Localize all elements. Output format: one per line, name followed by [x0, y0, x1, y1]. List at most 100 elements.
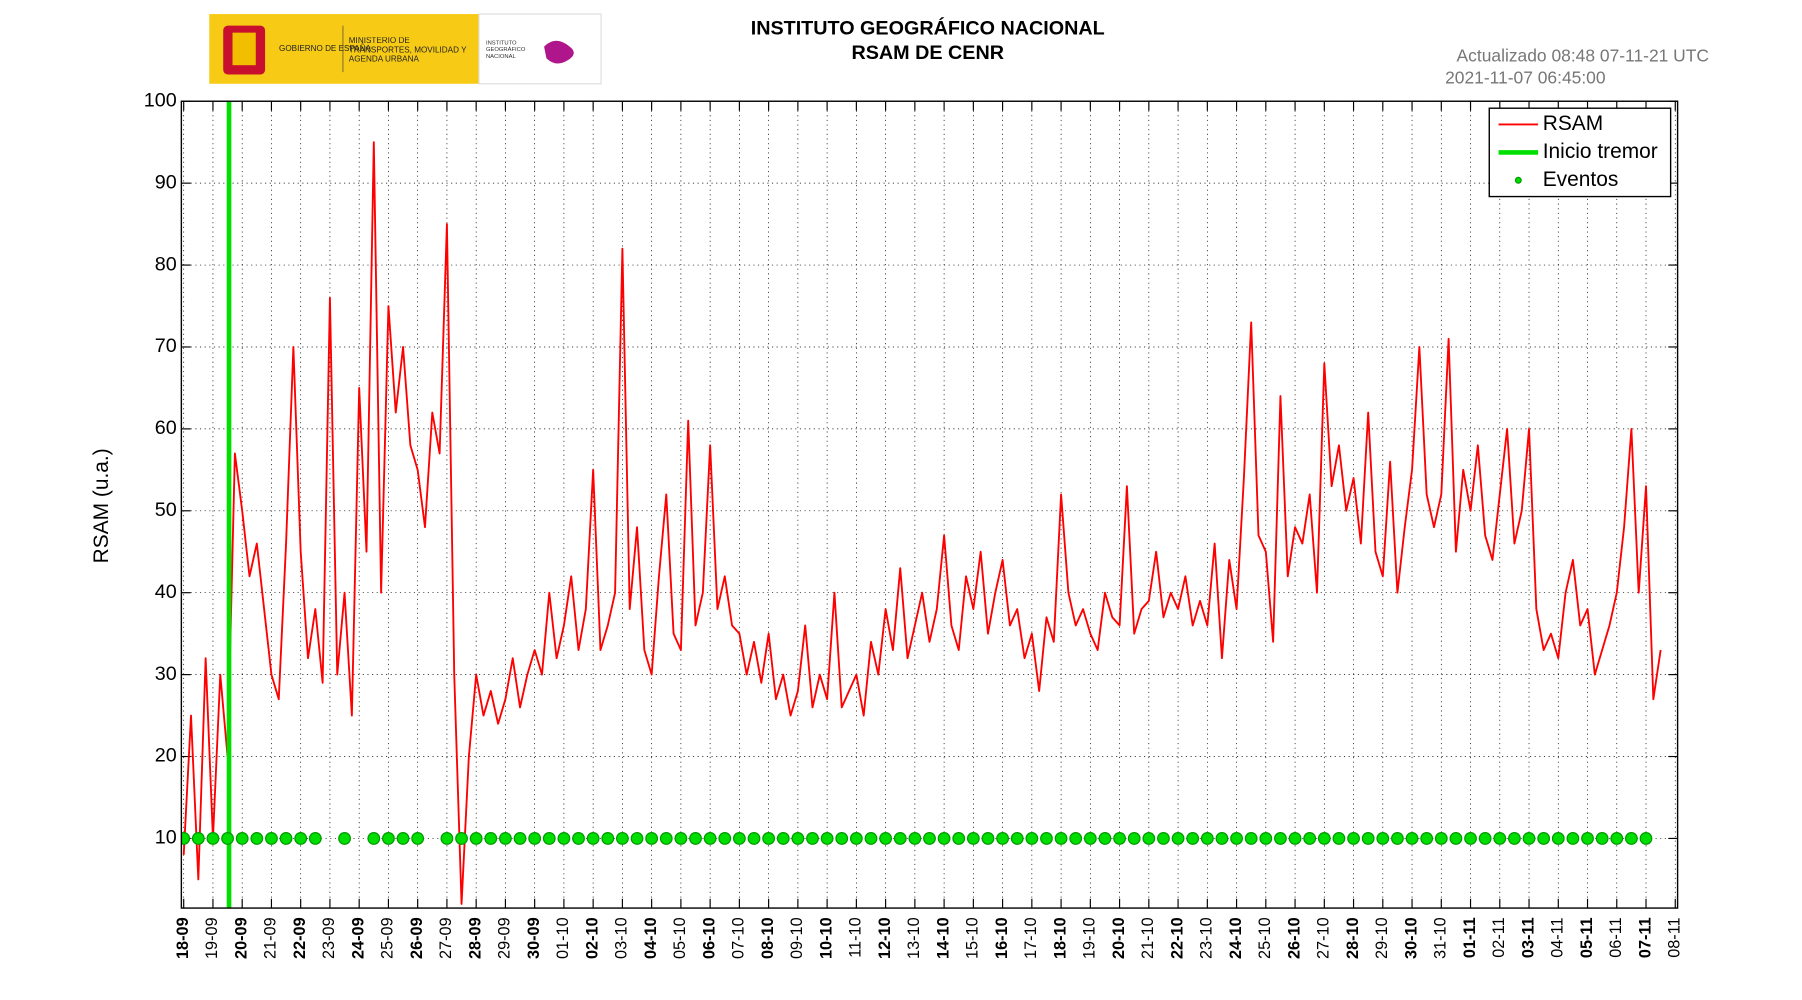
event-dot	[659, 832, 673, 845]
event-dot	[206, 832, 220, 845]
legend-swatch	[1514, 176, 1522, 184]
event-dot	[732, 832, 746, 845]
event-dot	[586, 832, 600, 845]
x-tick-label: 07-10	[730, 917, 748, 959]
event-dot	[1186, 832, 1200, 845]
x-tick-label: 01-11	[1461, 917, 1479, 958]
x-tick-label: 28-10	[1344, 917, 1362, 959]
x-tick-label: 20-09	[232, 917, 250, 959]
event-dot	[879, 832, 893, 845]
event-dot	[1040, 832, 1053, 845]
event-dot	[1200, 832, 1214, 845]
logo-shield	[232, 32, 256, 66]
event-dot	[791, 832, 805, 845]
event-dot	[1610, 832, 1624, 845]
event-dot	[1230, 832, 1243, 845]
y-tick-label: 20	[155, 745, 177, 767]
event-dot	[513, 832, 527, 845]
event-dot	[1639, 832, 1653, 845]
logo-icon	[544, 40, 574, 64]
x-tick-label: 17-10	[1022, 917, 1040, 959]
x-tick-label: 08-10	[759, 917, 777, 959]
event-dot	[1274, 832, 1287, 845]
plot-frame	[180, 100, 1679, 909]
event-dot	[250, 832, 264, 845]
x-tick-label: 03-10	[613, 917, 631, 959]
event-dot	[294, 832, 308, 845]
x-tick-label: 24-10	[1227, 917, 1245, 959]
x-tick-label: 02-11	[1490, 917, 1508, 957]
event-dot	[1361, 832, 1375, 845]
event-dot	[908, 832, 922, 845]
event-dot	[1508, 832, 1521, 845]
event-dot	[557, 832, 571, 845]
chart-title: INSTITUTO GEOGRÁFICO NACIONAL	[751, 16, 1105, 39]
legend: RSAM Inicio tremor Eventos	[1488, 107, 1672, 198]
x-tick-label: 06-10	[700, 917, 718, 959]
x-tick-label: 22-10	[1168, 917, 1186, 959]
x-tick-label: 27-09	[437, 917, 455, 959]
logo-text: GOBIERNO DE ESPAÑA	[279, 43, 372, 53]
event-dot	[1493, 832, 1507, 845]
event-dot	[1434, 832, 1448, 845]
event-dot	[1098, 832, 1112, 845]
x-tick-label: 19-09	[203, 917, 221, 959]
x-tick-label: 05-11	[1578, 917, 1596, 958]
event-dot	[1405, 832, 1419, 845]
tick-labels: 10 20 30 40 50 60 70 80 90 100 18-09 19-09 20-09 21-0…	[144, 89, 1684, 959]
event-dot	[367, 832, 381, 845]
event-dot	[338, 832, 351, 845]
updated-text: Actualizado 08:48 07-11-21 UTC	[1457, 46, 1709, 66]
event-dot	[1142, 832, 1156, 845]
event-dot	[1025, 832, 1039, 845]
y-tick-label: 10	[155, 827, 177, 849]
event-dot	[1551, 832, 1565, 845]
legend-label: Inicio tremor	[1543, 140, 1658, 163]
event-dot	[1347, 832, 1360, 845]
event-dot	[835, 832, 849, 845]
y-tick-label: 30	[155, 663, 177, 685]
y-tick-label: 40	[155, 581, 177, 603]
event-dot	[279, 832, 293, 845]
event-dot	[1595, 832, 1609, 845]
x-tick-label: 18-09	[174, 917, 192, 959]
y-tick-label: 80	[155, 253, 177, 275]
legend-label: Eventos	[1543, 168, 1619, 191]
x-tick-label: 29-10	[1373, 917, 1391, 959]
event-dot	[572, 832, 585, 845]
event-dot	[616, 832, 629, 845]
x-tick-label: 05-10	[671, 917, 689, 959]
event-dot	[1171, 832, 1185, 845]
event-dot	[923, 832, 936, 845]
x-tick-label: 14-10	[934, 917, 952, 959]
y-tick-label: 90	[155, 171, 177, 193]
event-dot	[1522, 832, 1536, 845]
event-dot	[1537, 832, 1551, 845]
event-dot	[952, 832, 966, 845]
event-dot	[996, 832, 1009, 845]
logo-text: MINISTERIO DE TRANSPORTES, MOVILIDAD Y A…	[348, 37, 467, 65]
event-dot	[455, 832, 468, 845]
event-dot	[776, 832, 790, 845]
data-layer	[181, 101, 1662, 909]
plot-area	[181, 101, 1678, 909]
event-dot	[1157, 832, 1170, 845]
x-tick-label: 30-10	[1402, 917, 1420, 959]
event-dot	[1010, 832, 1024, 845]
event-dot	[747, 832, 761, 845]
event-dot	[674, 832, 688, 845]
event-dot	[1259, 832, 1273, 845]
logo-text-box: INSTITUTO GEOGRÁFICO NACIONAL	[486, 40, 525, 61]
y-tick-label: 70	[155, 335, 177, 357]
event-dot	[1288, 832, 1302, 845]
x-tick-label: 28-09	[466, 917, 484, 959]
event-dot	[849, 832, 863, 845]
event-dot	[645, 832, 659, 845]
event-dot	[181, 832, 191, 845]
event-dot	[1464, 832, 1477, 845]
x-tick-label: 24-09	[349, 917, 367, 959]
logo-text-box: MINISTERIO DE TRANSPORTES, MOVILIDAD Y A…	[348, 37, 467, 65]
event-dot	[191, 832, 205, 845]
